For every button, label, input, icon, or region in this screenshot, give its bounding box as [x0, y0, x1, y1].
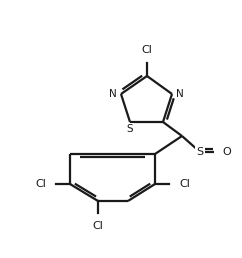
Text: N: N: [176, 89, 184, 99]
Text: Cl: Cl: [179, 179, 190, 189]
Text: S: S: [127, 124, 133, 134]
Text: S: S: [197, 147, 204, 157]
Text: Cl: Cl: [142, 45, 152, 55]
Text: N: N: [109, 89, 117, 99]
Text: O: O: [222, 147, 231, 157]
Text: Cl: Cl: [35, 179, 46, 189]
Text: Cl: Cl: [92, 221, 103, 231]
